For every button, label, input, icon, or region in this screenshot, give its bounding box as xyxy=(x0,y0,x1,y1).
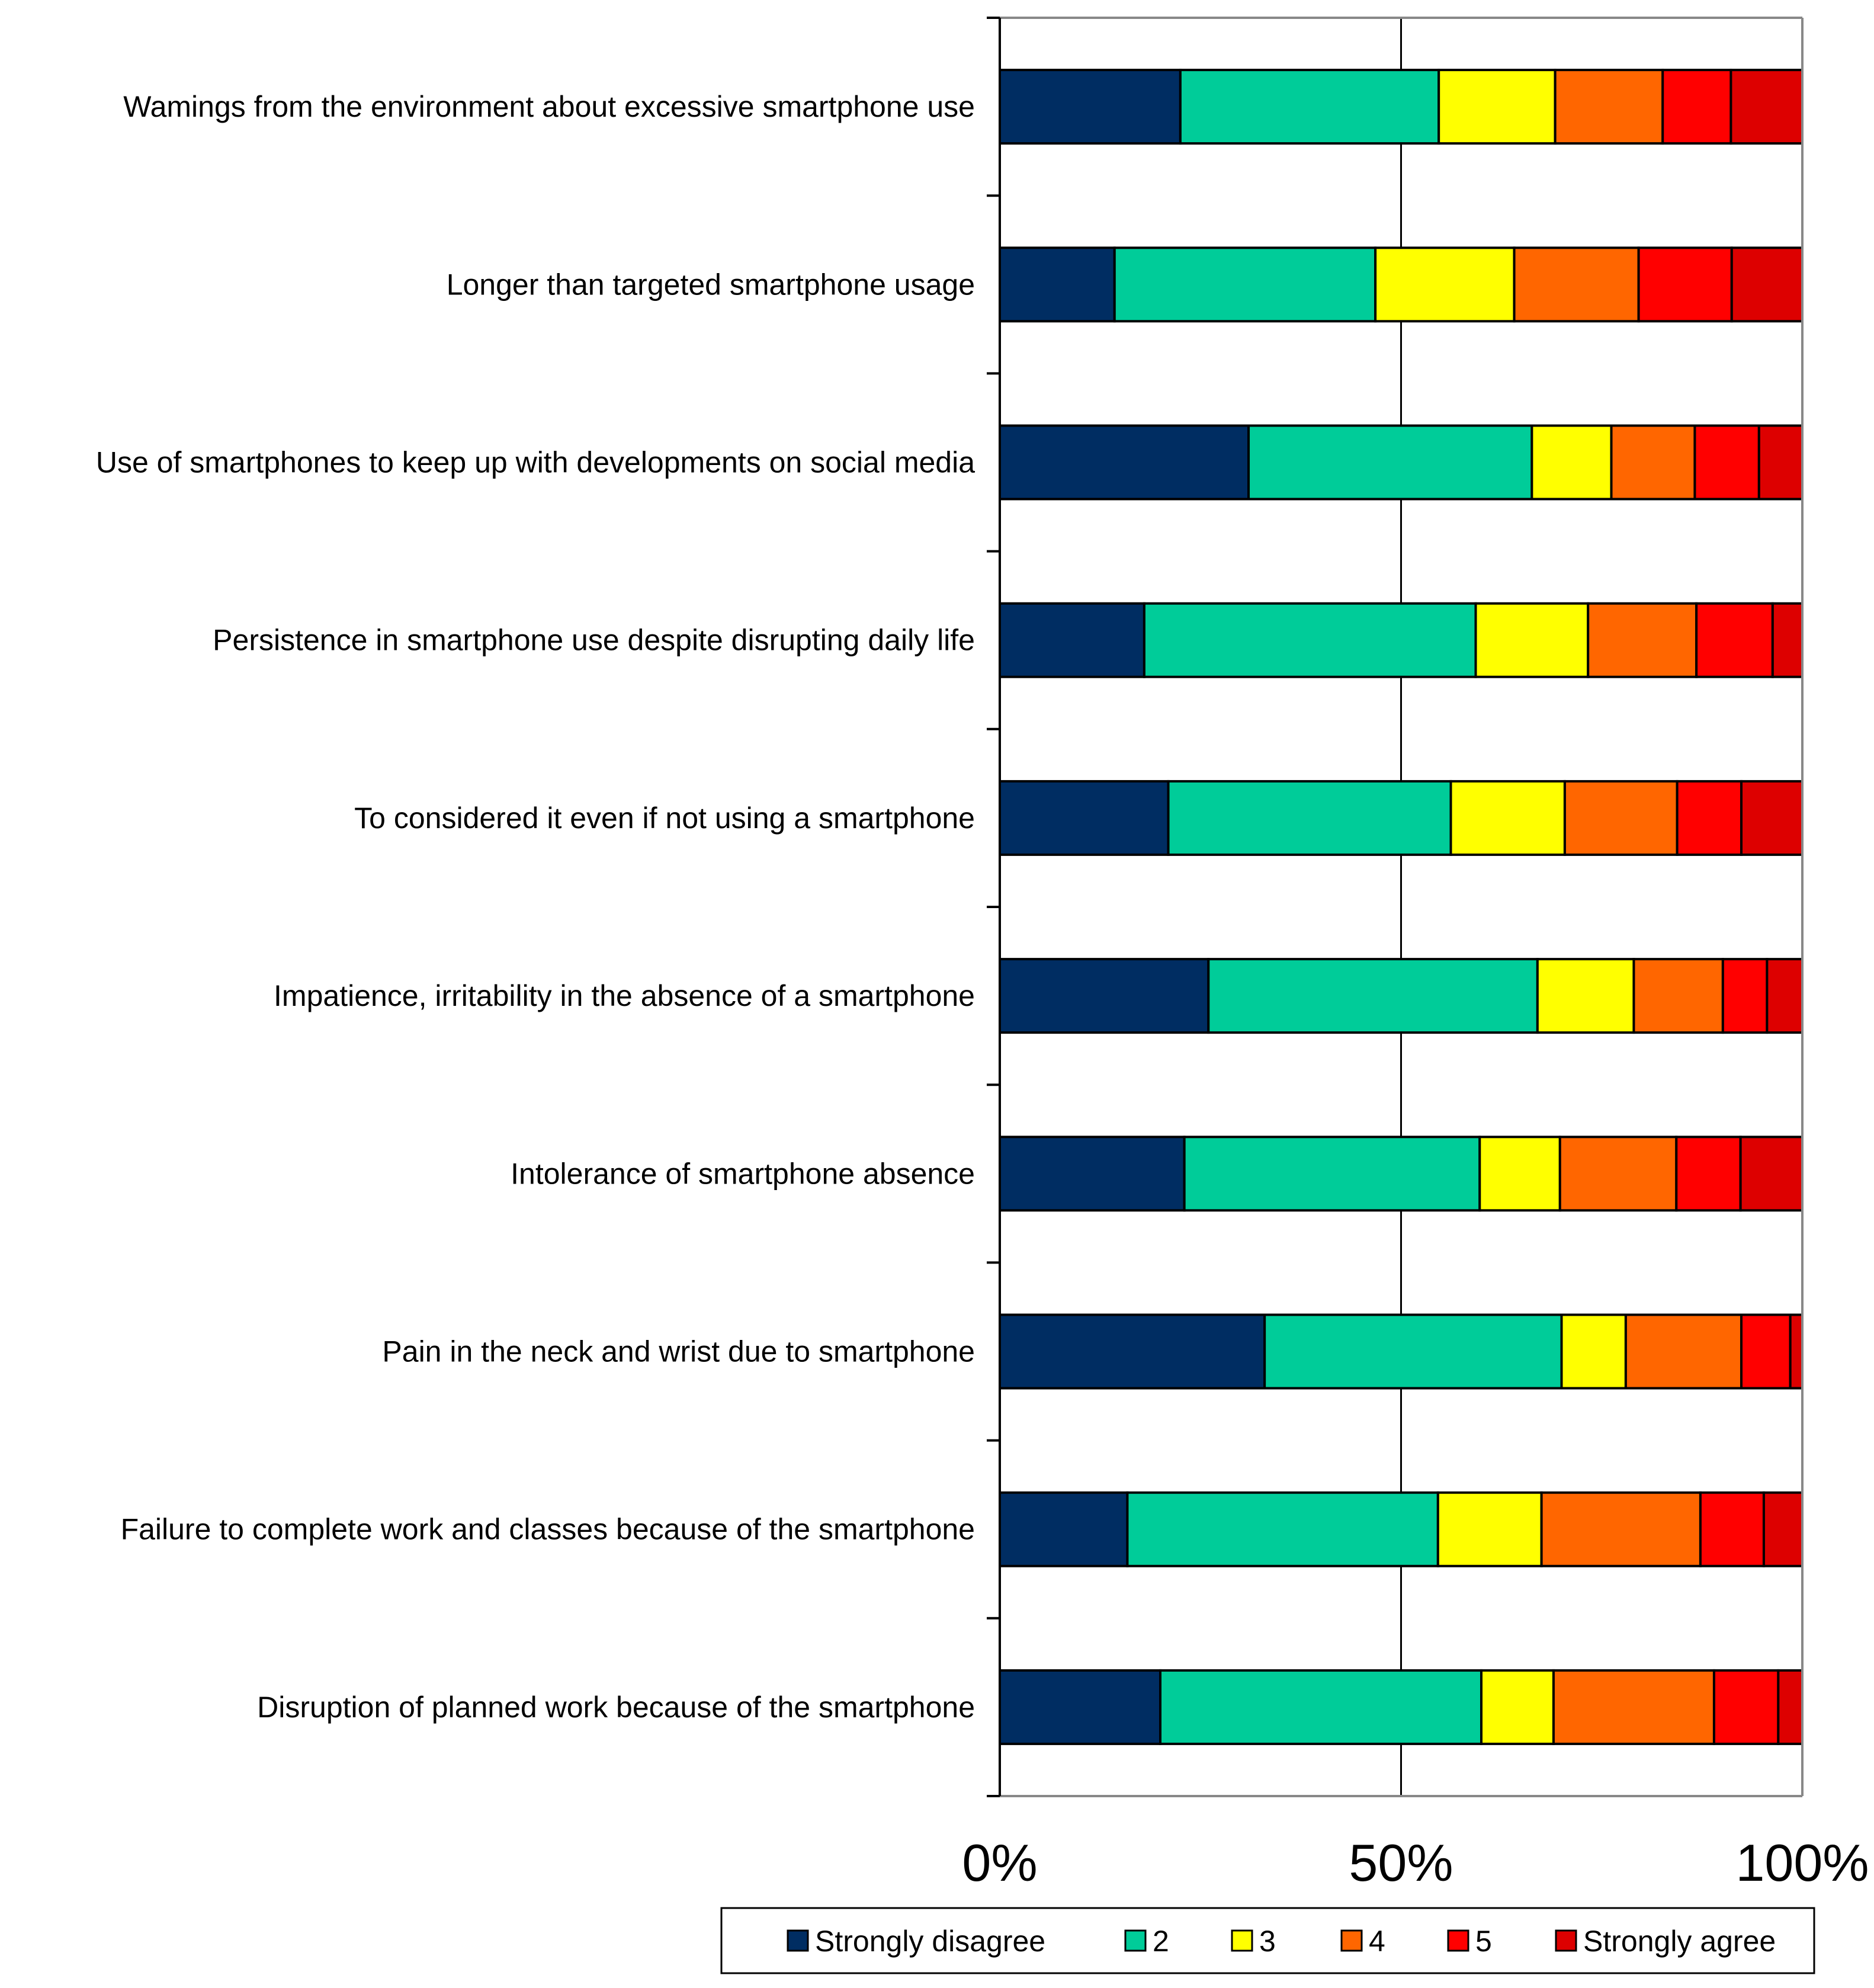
bar-segment-7-series-3 xyxy=(1478,1136,1561,1212)
bar-segment-8-series-2 xyxy=(1263,1313,1563,1390)
legend: Strongly disagree 2 3 4 5 Strongly agree xyxy=(720,1907,1815,1974)
legend-swatch-5 xyxy=(1447,1929,1469,1952)
bar-segment-9-series-6 xyxy=(1762,1491,1804,1567)
legend-swatch-1 xyxy=(787,1929,809,1952)
bar-segment-2-series-3 xyxy=(1374,246,1516,323)
bar-segment-3-series-4 xyxy=(1610,424,1696,501)
bar-segment-6-series-6 xyxy=(1766,958,1804,1034)
bar-segment-5-series-5 xyxy=(1676,780,1743,856)
bar-segment-7-series-2 xyxy=(1183,1136,1481,1212)
legend-label-4: 4 xyxy=(1369,1925,1385,1958)
bar-segment-7-series-6 xyxy=(1739,1136,1804,1212)
legend-swatch-2 xyxy=(1124,1929,1147,1952)
category-label-10: Disruption of planned work because of th… xyxy=(257,1691,975,1724)
bar-segment-4-series-5 xyxy=(1695,602,1774,678)
legend-swatch-6 xyxy=(1555,1929,1577,1952)
x-tick-label-1: 0% xyxy=(962,1833,1037,1892)
bar-segment-3-series-2 xyxy=(1247,424,1533,501)
bar-segment-9-series-5 xyxy=(1699,1491,1765,1567)
x-tick-label-2: 50% xyxy=(1349,1833,1453,1892)
bar-segment-6-series-5 xyxy=(1721,958,1769,1034)
bar-segment-2-series-2 xyxy=(1113,246,1377,323)
bar-segment-9-series-2 xyxy=(1126,1491,1439,1567)
category-label-8: Pain in the neck and wrist due to smartp… xyxy=(382,1335,975,1368)
bar-segment-7-series-1 xyxy=(999,1136,1186,1212)
legend-box xyxy=(720,1907,1815,1974)
bar-segment-4-series-3 xyxy=(1474,602,1590,678)
axis-layer xyxy=(987,17,1804,1797)
bar-segment-4-series-1 xyxy=(999,602,1145,678)
bar-segment-1-series-2 xyxy=(1179,69,1440,145)
category-label-3: Use of smartphones to keep up with devel… xyxy=(96,446,975,479)
bar-segment-8-series-5 xyxy=(1740,1313,1792,1390)
bars-layer xyxy=(999,69,1804,1745)
bar-segment-8-series-1 xyxy=(999,1313,1266,1390)
legend-label-2: 2 xyxy=(1153,1925,1169,1958)
bar-segment-9-series-1 xyxy=(999,1491,1129,1567)
bar-segment-1-series-6 xyxy=(1729,69,1804,145)
bar-segment-2-series-6 xyxy=(1730,246,1804,323)
x-tick-labels: 0% 50% 100% xyxy=(962,1833,1869,1892)
bar-segment-1-series-1 xyxy=(999,69,1182,145)
bar-segment-8-series-3 xyxy=(1560,1313,1627,1390)
bar-segment-5-series-6 xyxy=(1740,780,1804,856)
bar-segment-10-series-2 xyxy=(1159,1669,1482,1745)
bar-segment-3-series-6 xyxy=(1757,424,1804,501)
legend-label-6: Strongly agree xyxy=(1583,1925,1776,1958)
bar-segment-8-series-6 xyxy=(1789,1313,1804,1390)
bar-segment-10-series-3 xyxy=(1480,1669,1555,1745)
bar-segment-5-series-3 xyxy=(1449,780,1566,856)
category-label-5: To considered it even if not using a sma… xyxy=(354,801,975,835)
bar-segment-10-series-1 xyxy=(999,1669,1161,1745)
legend-swatch-4 xyxy=(1340,1929,1363,1952)
bar-segment-1-series-3 xyxy=(1437,69,1557,145)
bar-segment-7-series-4 xyxy=(1558,1136,1678,1212)
category-label-1: Wamings from the environment about exces… xyxy=(123,90,975,123)
bar-segment-6-series-4 xyxy=(1632,958,1724,1034)
bar-segment-3-series-1 xyxy=(999,424,1250,501)
bar-segment-6-series-2 xyxy=(1207,958,1539,1034)
category-label-9: Failure to complete work and classes bec… xyxy=(121,1513,975,1546)
bar-segment-1-series-5 xyxy=(1661,69,1732,145)
bar-segment-3-series-3 xyxy=(1530,424,1613,501)
legend-swatch-3 xyxy=(1231,1929,1253,1952)
category-label-6: Impatience, irritability in the absence … xyxy=(274,979,975,1012)
bar-segment-10-series-4 xyxy=(1552,1669,1715,1745)
bar-segment-10-series-5 xyxy=(1712,1669,1780,1745)
category-label-4: Persistence in smartphone use despite di… xyxy=(213,624,975,657)
bar-segment-9-series-4 xyxy=(1540,1491,1702,1567)
bar-segment-6-series-3 xyxy=(1536,958,1635,1034)
legend-label-1: Strongly disagree xyxy=(815,1925,1045,1958)
bar-segment-8-series-4 xyxy=(1624,1313,1743,1390)
x-tick-label-3: 100% xyxy=(1735,1833,1869,1892)
bar-segment-2-series-5 xyxy=(1637,246,1733,323)
bar-segment-2-series-1 xyxy=(999,246,1116,323)
category-labels: Wamings from the environment about exces… xyxy=(96,90,975,1724)
bar-segment-5-series-1 xyxy=(999,780,1170,856)
bar-segment-5-series-4 xyxy=(1563,780,1679,856)
legend-label-3: 3 xyxy=(1259,1925,1276,1958)
bar-segment-6-series-1 xyxy=(999,958,1210,1034)
bar-segment-2-series-4 xyxy=(1513,246,1640,323)
bar-segment-7-series-5 xyxy=(1675,1136,1742,1212)
bar-segment-4-series-2 xyxy=(1143,602,1477,678)
bar-segment-4-series-4 xyxy=(1587,602,1698,678)
bar-segment-5-series-2 xyxy=(1167,780,1452,856)
bar-segment-3-series-5 xyxy=(1693,424,1760,501)
legend-label-5: 5 xyxy=(1475,1925,1492,1958)
category-label-2: Longer than targeted smartphone usage xyxy=(447,268,975,301)
bar-segment-1-series-4 xyxy=(1554,69,1664,145)
bar-segment-4-series-6 xyxy=(1771,602,1804,678)
category-label-7: Intolerance of smartphone absence xyxy=(511,1157,975,1190)
bar-segment-10-series-6 xyxy=(1777,1669,1804,1745)
bar-segment-9-series-3 xyxy=(1436,1491,1543,1567)
